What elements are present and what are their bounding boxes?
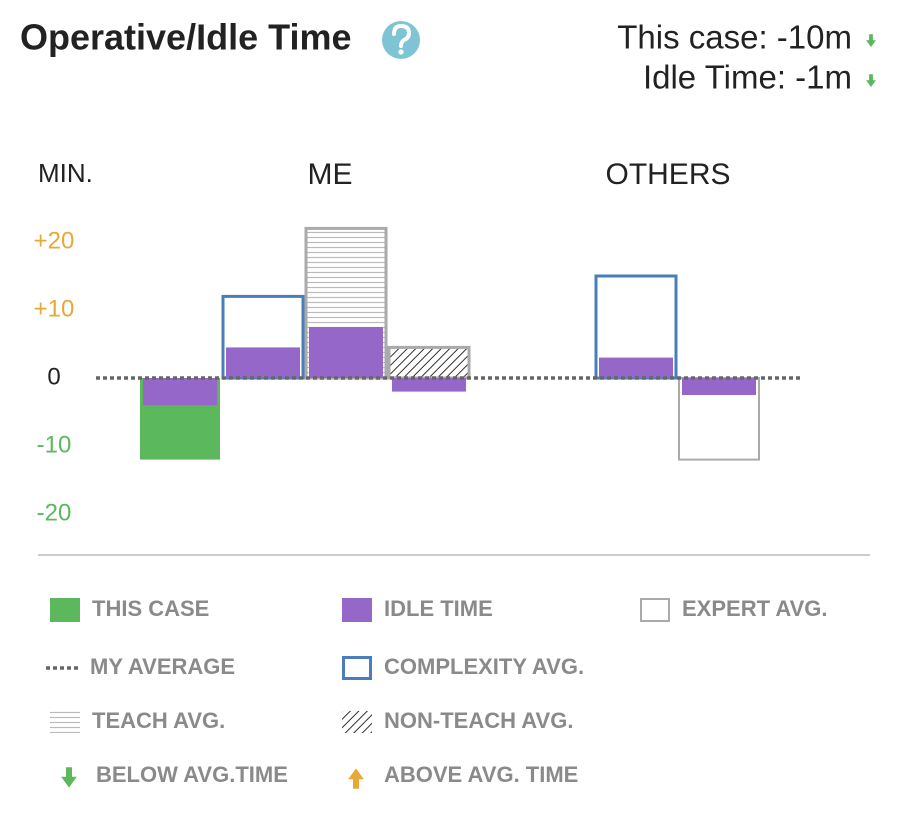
idle-bar <box>682 378 756 395</box>
idle-bar <box>143 378 217 406</box>
legend-swatch <box>640 598 670 622</box>
legend-label: TEACH AVG. <box>92 708 225 733</box>
summary-text: This case: -10m <box>617 19 852 56</box>
chart-title: Operative/Idle Time <box>20 17 351 58</box>
category-label: OTHERS <box>605 158 730 191</box>
legend-label: NON-TEACH AVG. <box>384 708 573 733</box>
summary-arrow <box>866 74 876 87</box>
legend-label: EXPERT AVG. <box>682 596 827 621</box>
y-tick-label: +10 <box>34 295 75 322</box>
y-axis-label: MIN. <box>38 158 93 188</box>
y-tick-label: -20 <box>37 499 72 526</box>
legend-swatch <box>348 768 364 789</box>
y-tick-label: 0 <box>47 363 60 390</box>
summary-text: Idle Time: -1m <box>643 59 852 96</box>
summary-arrow <box>866 34 876 47</box>
legend-swatch <box>342 656 372 680</box>
help-icon-dot <box>398 49 404 55</box>
idle-bar <box>599 357 673 378</box>
idle-bar <box>226 347 300 378</box>
legend-label: IDLE TIME <box>384 596 493 621</box>
help-icon-glyph <box>392 23 412 48</box>
legend-swatch <box>342 598 372 622</box>
legend-label: ABOVE AVG. TIME <box>384 762 578 787</box>
bar <box>387 345 471 380</box>
y-tick-label: -10 <box>37 431 72 458</box>
help-icon[interactable] <box>382 21 420 59</box>
legend-label: COMPLEXITY AVG. <box>384 654 584 679</box>
category-label: ME <box>308 158 353 191</box>
legend-swatch <box>50 598 80 622</box>
legend-label: BELOW AVG.TIME <box>96 762 288 787</box>
y-tick-label: +20 <box>34 227 75 254</box>
legend-label: THIS CASE <box>92 596 209 621</box>
idle-bar <box>309 327 383 378</box>
legend-swatch <box>342 711 372 733</box>
legend-swatch <box>50 711 80 733</box>
legend-swatch <box>61 767 77 788</box>
idle-bar <box>392 378 466 392</box>
legend-label: MY AVERAGE <box>90 654 235 679</box>
